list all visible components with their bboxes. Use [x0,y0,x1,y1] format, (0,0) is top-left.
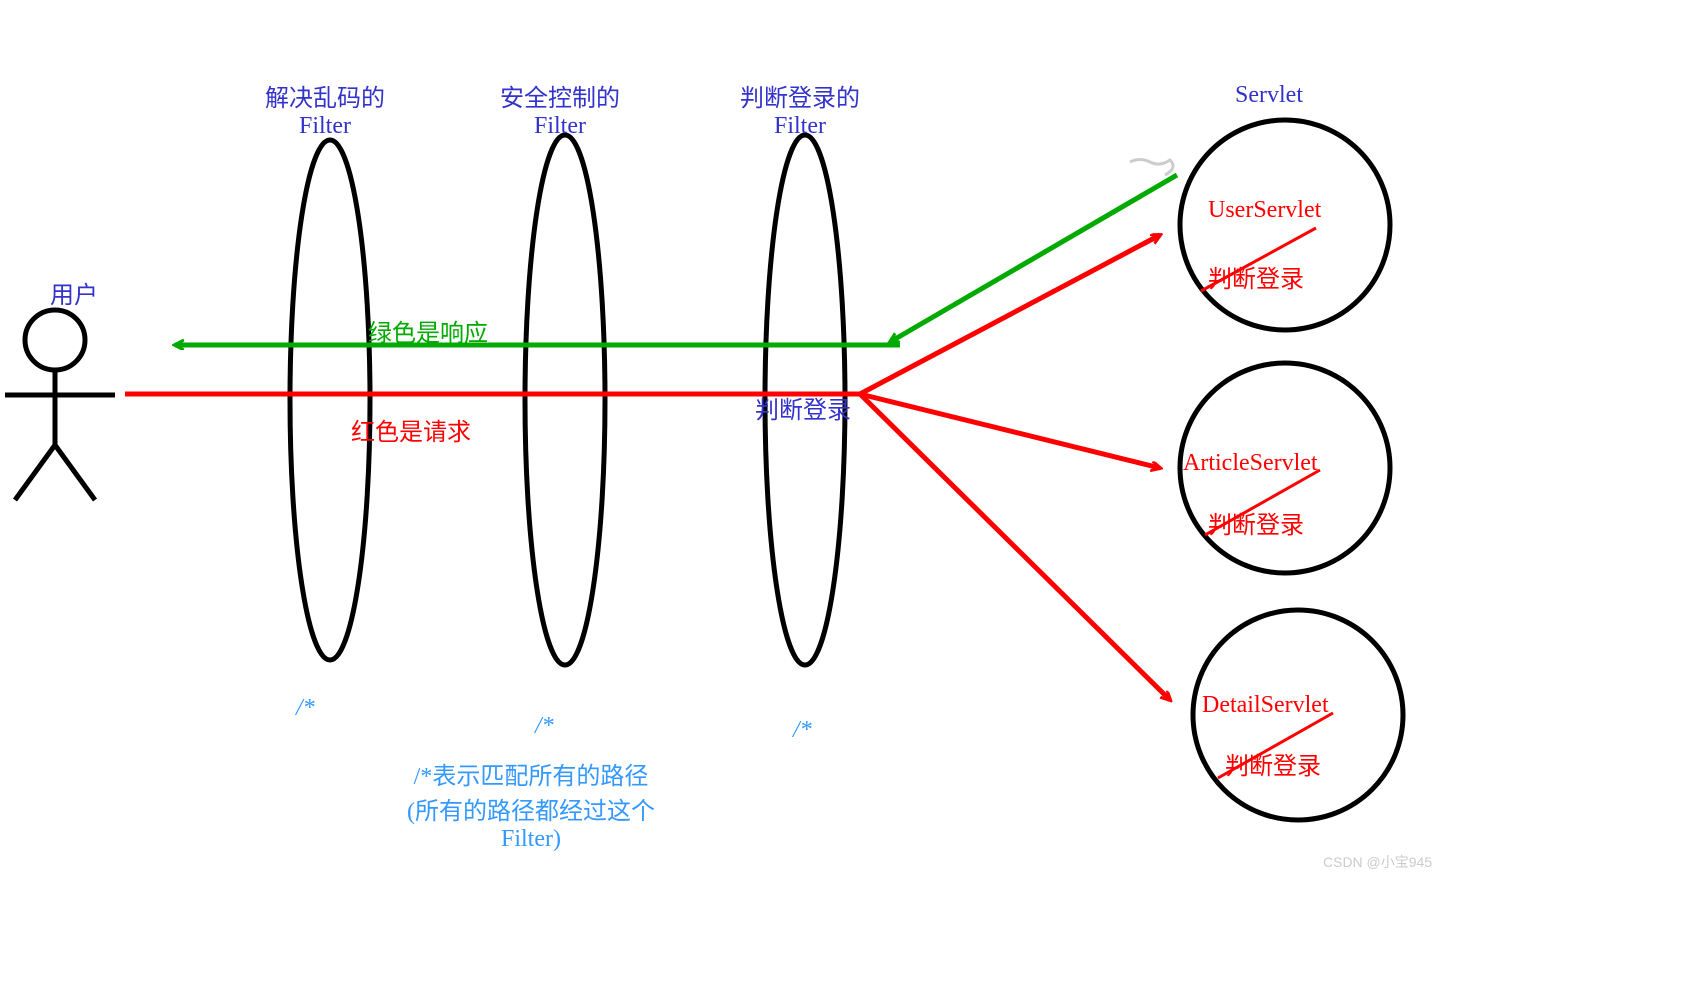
request-to-article-arrow [860,394,1160,468]
arrows-group [125,175,1177,700]
watermark: CSDN @小宝945 [1323,852,1432,872]
filter-path-2: /* [793,717,812,744]
filter-ellipse-1 [525,135,605,665]
diagram-svg [0,0,1699,989]
filter-path-1: /* [535,713,554,740]
filter-title-0: 解决乱码的 Filter [265,78,385,140]
servlet-name-2: DetailServlet [1202,692,1329,719]
user-figure [5,310,115,500]
request-to-user-arrow [860,235,1160,394]
servlet-name-0: UserServlet [1208,197,1321,224]
red-arrow-label: 红色是请求 [351,412,471,447]
filter-title-1: 安全控制的 Filter [500,78,620,140]
green-arrow-label: 绿色是响应 [368,313,488,348]
filter-path-0: /* [296,695,315,722]
servlet-circle-0 [1180,120,1390,330]
note-text: /*表示匹配所有的路径 (所有的路径都经过这个 Filter) [407,756,655,853]
scribble-icon [1130,160,1173,176]
servlet-header: Servlet [1235,82,1303,109]
servlet-sub-1: 判断登录 [1208,505,1304,540]
servlet-name-1: ArticleServlet [1183,450,1318,477]
servlet-sub-2: 判断登录 [1225,746,1321,781]
servlet-sub-0: 判断登录 [1208,259,1304,294]
user-label: 用户 [50,275,98,310]
filter-center-text: 判断登录 [755,390,851,425]
request-to-detail-arrow [860,394,1170,700]
filter-ellipse-0 [290,140,370,660]
response-from-servlet-arrow [890,175,1177,342]
filter-title-2: 判断登录的 Filter [740,78,860,140]
